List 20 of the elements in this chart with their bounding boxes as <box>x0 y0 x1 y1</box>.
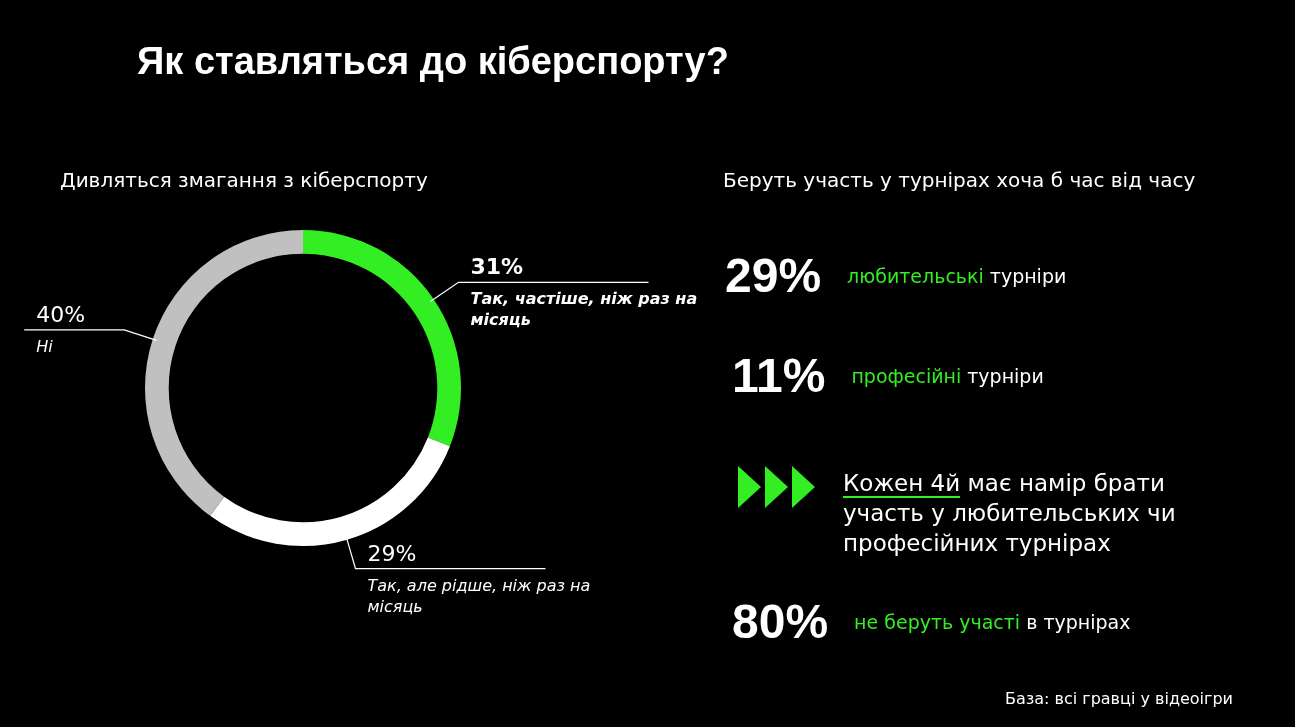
slice-label: Так, але рідше, ніж раз на місяць <box>367 575 591 616</box>
text: 29% <box>725 248 822 303</box>
text: База: всі гравці у відеоігри <box>1004 689 1233 708</box>
text: турніри <box>989 264 1067 287</box>
text: професійні <box>851 364 962 387</box>
slice-label: Так, частіше, ніж раз на місяць <box>470 289 698 330</box>
data-label: 40% <box>36 301 86 327</box>
slice-label: Ні <box>36 336 54 356</box>
text: турніри <box>967 364 1044 387</box>
data-label: 29% <box>367 540 417 566</box>
text: в турнірах <box>1026 610 1131 633</box>
data-label: 31% <box>470 254 524 280</box>
text: любительські <box>847 264 984 287</box>
text: Кожен 4й <box>843 470 961 498</box>
text: не беруть участі <box>854 610 1021 633</box>
text: 11% <box>732 348 826 403</box>
text: 80% <box>732 594 829 649</box>
chart-subtitle: Дивляться змагання з кіберспорту <box>60 168 428 192</box>
chart-title: Як ставляться до кіберспорту? <box>137 40 729 83</box>
text: Беруть участь у турнірах хоча б час від часу <box>723 168 1196 192</box>
